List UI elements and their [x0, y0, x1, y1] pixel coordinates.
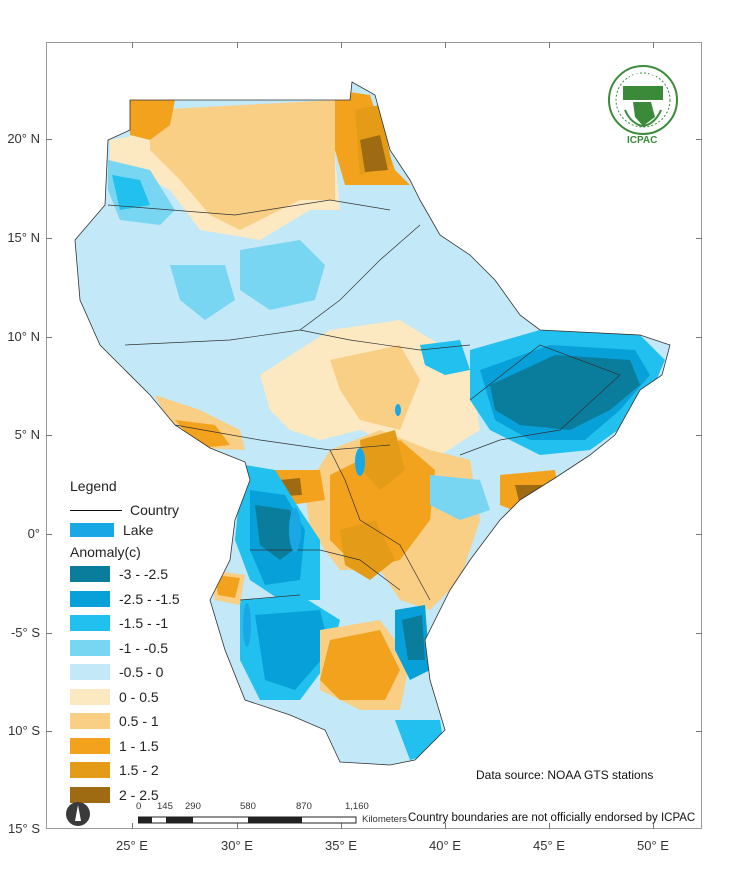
legend-class-row: -3 - -2.5	[70, 562, 210, 587]
legend-country-label: Country	[130, 502, 180, 518]
scale-tick-3: 580	[240, 801, 256, 812]
legend-class-label: -1.5 - -1	[119, 615, 169, 632]
disclaimer-text: Country boundaries are not officially en…	[408, 812, 696, 824]
lat-label-5s: -5° S	[10, 625, 40, 640]
lon-label-45e: 45° E	[533, 838, 565, 853]
legend-lake-row: Lake	[70, 520, 210, 540]
lon-label-30e: 30° E	[221, 838, 253, 853]
scale-tick-0: 0	[136, 801, 142, 812]
lat-label-15s: 15° S	[8, 821, 40, 836]
lon-label-50e: 50° E	[637, 838, 669, 853]
legend-class-swatch	[70, 639, 110, 656]
scale-tick-1: 145	[157, 801, 173, 812]
legend-class-list: -3 - -2.5 -2.5 - -1.5 -1.5 - -1 -1 - -0.5 -0…	[70, 562, 210, 807]
lat-label-20n: 20° N	[7, 131, 40, 146]
legend-class-swatch	[70, 786, 110, 803]
legend-class-label: 1 - 1.5	[119, 737, 159, 754]
scale-tick-5: 1,160	[345, 801, 369, 812]
lat-label-5n: 5° N	[14, 427, 40, 442]
legend-class-row: 2 - 2.5	[70, 783, 210, 808]
legend-class-label: -1 - -0.5	[119, 639, 169, 656]
lon-label-25e: 25° E	[116, 838, 148, 853]
lon-label-35e: 35° E	[325, 838, 357, 853]
legend-class-row: -2.5 - -1.5	[70, 587, 210, 612]
legend-class-label: -0.5 - 0	[119, 664, 164, 681]
legend-class-swatch	[70, 615, 110, 632]
scale-tick-2: 290	[185, 801, 201, 812]
legend-lake-label: Lake	[123, 522, 154, 538]
legend-class-label: 0.5 - 1	[119, 713, 159, 730]
legend-class-swatch	[70, 713, 110, 730]
scale-bar-graphic	[138, 816, 357, 824]
legend-class-swatch	[70, 737, 110, 754]
legend-class-row: 0.5 - 1	[70, 709, 210, 734]
lat-label-10s: 10° S	[8, 723, 40, 738]
legend-class-swatch	[70, 762, 110, 779]
legend-anomaly-title: Anomaly(c)	[70, 544, 141, 560]
logo-igad-text: IGAD	[629, 72, 657, 84]
lake-swatch	[70, 523, 114, 537]
country-line-swatch	[70, 509, 122, 511]
lon-label-40e: 40° E	[429, 838, 461, 853]
legend-title: Legend	[70, 478, 117, 494]
legend-class-row: 1.5 - 2	[70, 758, 210, 783]
logo-icpac-text: ICPAC	[627, 135, 658, 146]
lat-label-10n: 10° N	[7, 329, 40, 344]
legend-class-swatch	[70, 688, 110, 705]
legend-class-swatch	[70, 566, 110, 583]
legend-class-row: -1 - -0.5	[70, 636, 210, 661]
legend-class-label: 1.5 - 2	[119, 762, 159, 779]
lat-label-0: 0°	[27, 526, 40, 541]
legend-class-row: -1.5 - -1	[70, 611, 210, 636]
legend-class-label: -3 - -2.5	[119, 566, 169, 583]
legend-class-row: -0.5 - 0	[70, 660, 210, 685]
scale-unit: Kilometers	[362, 814, 407, 825]
legend: Legend Country Lake Anomaly(c) -3 - -2.5…	[70, 478, 210, 807]
legend-class-swatch	[70, 664, 110, 681]
legend-class-label: -2.5 - -1.5	[119, 590, 180, 607]
legend-class-row: 0 - 0.5	[70, 685, 210, 710]
legend-country-row: Country	[70, 500, 210, 520]
scale-tick-4: 870	[296, 801, 312, 812]
data-source-text: Data source: NOAA GTS stations	[476, 768, 654, 782]
legend-class-row: 1 - 1.5	[70, 734, 210, 759]
legend-class-swatch	[70, 590, 110, 607]
legend-class-label: 0 - 0.5	[119, 688, 159, 705]
igad-icpac-logo	[608, 65, 678, 135]
lat-label-15n: 15° N	[7, 230, 40, 245]
legend-class-label: 2 - 2.5	[119, 786, 159, 803]
north-arrow-icon	[66, 802, 90, 826]
